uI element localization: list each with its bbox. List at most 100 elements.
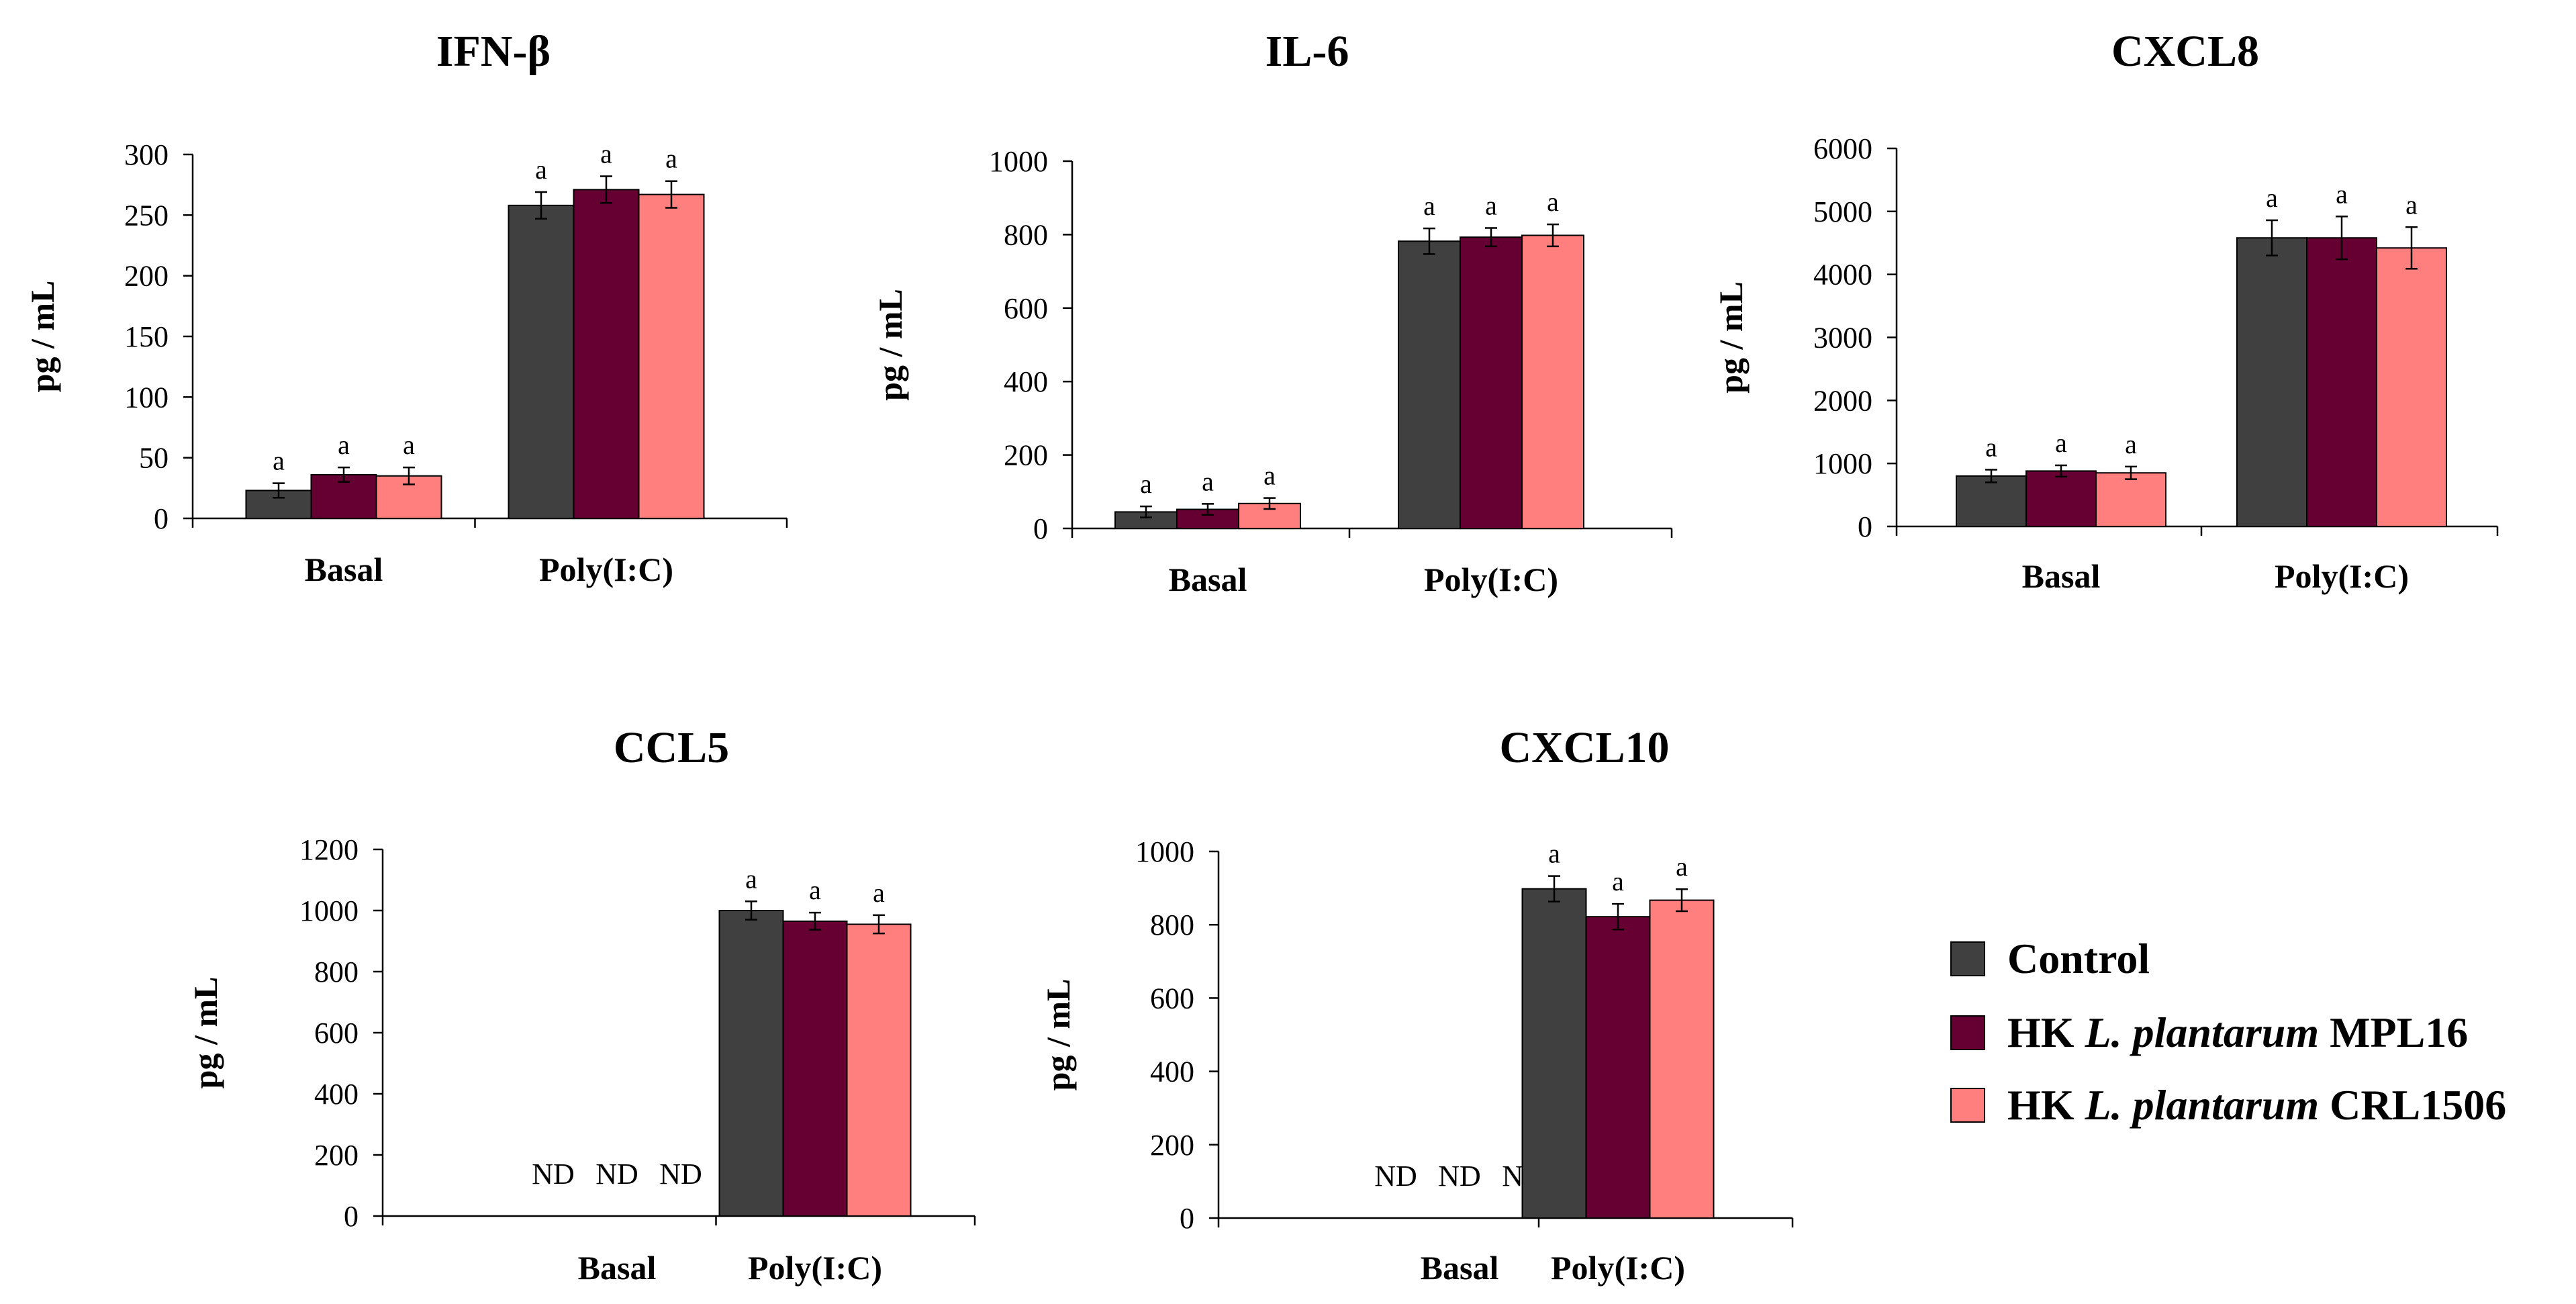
significance-label: a bbox=[273, 446, 285, 476]
significance-label: a bbox=[665, 144, 677, 174]
legend-italic: L. plantarum bbox=[2085, 1081, 2320, 1129]
legend-swatch bbox=[1950, 1015, 1985, 1050]
x-category-label: Poly(I:C) bbox=[1551, 1249, 1685, 1287]
y-tick-label: 1200 bbox=[299, 833, 359, 866]
chart-2: CXCL8 pg / mL 0 1000 2000 3000 4000 5000 6000 Bas… bbox=[1712, 27, 2499, 595]
y-tick-label: 600 bbox=[314, 1017, 359, 1050]
y-tick-label: 50 bbox=[139, 442, 169, 475]
significance-label: a bbox=[1676, 851, 1688, 882]
legend-italic: L. plantarum bbox=[2085, 1009, 2320, 1056]
y-tick-label: 1000 bbox=[299, 894, 359, 927]
y-tick-label: 800 bbox=[314, 956, 359, 988]
legend-label: HK L. plantarum CRL1506 bbox=[2007, 1081, 2506, 1129]
significance-label: a bbox=[403, 430, 415, 460]
y-tick-label: 800 bbox=[1004, 218, 1048, 251]
significance-label: a bbox=[600, 139, 612, 169]
y-tick-label: 0 bbox=[154, 502, 169, 535]
bar bbox=[1649, 899, 1715, 1219]
chart-0: IFN-β pg / mL 0 50 100 150 200 250 300 Basal a a a Po… bbox=[23, 27, 788, 588]
bar bbox=[2095, 472, 2166, 527]
legend-suffix: CRL1506 bbox=[2319, 1081, 2506, 1129]
chart-title: CCL5 bbox=[614, 723, 729, 772]
significance-label: a bbox=[745, 864, 757, 894]
legend-prefix: HK bbox=[2007, 1081, 2085, 1129]
nd-label: ND bbox=[595, 1158, 638, 1191]
y-tick-label: 400 bbox=[314, 1078, 359, 1111]
x-category-label: Basal bbox=[578, 1249, 657, 1287]
y-axis-label: pg / mL bbox=[871, 289, 909, 401]
chart-title: CXCL8 bbox=[2111, 27, 2259, 76]
y-tick-label: 0 bbox=[1180, 1202, 1194, 1235]
significance-label: a bbox=[338, 430, 350, 460]
bar bbox=[782, 920, 848, 1217]
x-category-label: Basal bbox=[305, 551, 383, 588]
significance-label: a bbox=[2055, 428, 2067, 458]
y-tick-label: 800 bbox=[1150, 909, 1194, 941]
significance-label: a bbox=[1423, 191, 1435, 221]
x-category-label: Basal bbox=[2022, 557, 2101, 595]
significance-label: a bbox=[1548, 839, 1560, 869]
chart-title: IL-6 bbox=[1266, 27, 1349, 76]
y-axis-label: pg / mL bbox=[187, 977, 224, 1089]
significance-label: a bbox=[1985, 432, 1997, 463]
chart-title: CXCL10 bbox=[1499, 723, 1669, 772]
legend-suffix: Control bbox=[2007, 935, 2150, 982]
y-tick-label: 400 bbox=[1150, 1056, 1194, 1088]
bar bbox=[573, 189, 640, 519]
bar bbox=[1521, 888, 1587, 1219]
y-tick-label: 0 bbox=[344, 1200, 359, 1233]
chart-title: IFN-β bbox=[436, 27, 551, 76]
y-tick-label: 0 bbox=[1033, 512, 1048, 545]
legend-prefix: HK bbox=[2007, 1009, 2085, 1056]
significance-label: a bbox=[1202, 466, 1214, 496]
significance-label: a bbox=[2405, 189, 2418, 220]
significance-label: a bbox=[2336, 179, 2348, 209]
legend-swatch bbox=[1950, 1088, 1985, 1123]
significance-label: a bbox=[2125, 429, 2137, 459]
y-tick-label: 1000 bbox=[989, 145, 1048, 178]
bar bbox=[2025, 470, 2097, 528]
bar bbox=[718, 910, 784, 1217]
y-tick-label: 3000 bbox=[1813, 322, 1872, 355]
bar bbox=[1521, 234, 1584, 529]
nd-label: ND bbox=[1374, 1160, 1417, 1193]
bar bbox=[2376, 247, 2447, 527]
y-tick-label: 5000 bbox=[1813, 195, 1872, 228]
bar bbox=[638, 193, 705, 519]
bar bbox=[1956, 475, 2027, 528]
bar bbox=[1460, 236, 1523, 529]
y-tick-label: 200 bbox=[314, 1139, 359, 1172]
x-category-label: Basal bbox=[1421, 1249, 1499, 1287]
y-tick-label: 200 bbox=[1004, 439, 1048, 472]
x-category-label: Poly(I:C) bbox=[2275, 557, 2409, 595]
y-tick-label: 600 bbox=[1150, 982, 1194, 1015]
bar bbox=[2236, 237, 2307, 527]
nd-label: ND bbox=[532, 1158, 575, 1191]
x-category-label: Poly(I:C) bbox=[539, 551, 673, 588]
legend-suffix: MPL16 bbox=[2319, 1009, 2468, 1056]
legend: Control HK L. plantarum MPL16 HK L. planta… bbox=[1950, 935, 2506, 1129]
y-tick-label: 200 bbox=[124, 260, 169, 293]
y-tick-label: 600 bbox=[1004, 292, 1048, 325]
significance-label: a bbox=[873, 878, 885, 908]
significance-label: a bbox=[809, 875, 821, 905]
charts-group: IFN-β pg / mL 0 50 100 150 200 250 300 Basal a a a Po… bbox=[23, 27, 2499, 1287]
nd-label: ND bbox=[1438, 1160, 1481, 1193]
bar bbox=[1585, 916, 1651, 1219]
y-tick-label: 100 bbox=[124, 381, 169, 414]
y-tick-label: 2000 bbox=[1813, 384, 1872, 417]
bar bbox=[2306, 237, 2377, 527]
y-tick-label: 150 bbox=[124, 320, 169, 353]
y-tick-label: 0 bbox=[1858, 510, 1872, 543]
y-tick-label: 250 bbox=[124, 199, 169, 232]
nd-label: ND bbox=[659, 1158, 702, 1191]
legend-swatch bbox=[1950, 941, 1985, 976]
y-tick-label: 300 bbox=[124, 138, 169, 171]
significance-label: a bbox=[1547, 187, 1559, 217]
chart-1: IL-6 pg / mL 0 200 400 600 800 1000 Basal a a a Poly… bbox=[871, 27, 1673, 598]
significance-label: a bbox=[1612, 866, 1624, 896]
bar bbox=[1398, 240, 1461, 529]
x-category-label: Basal bbox=[1169, 561, 1247, 598]
